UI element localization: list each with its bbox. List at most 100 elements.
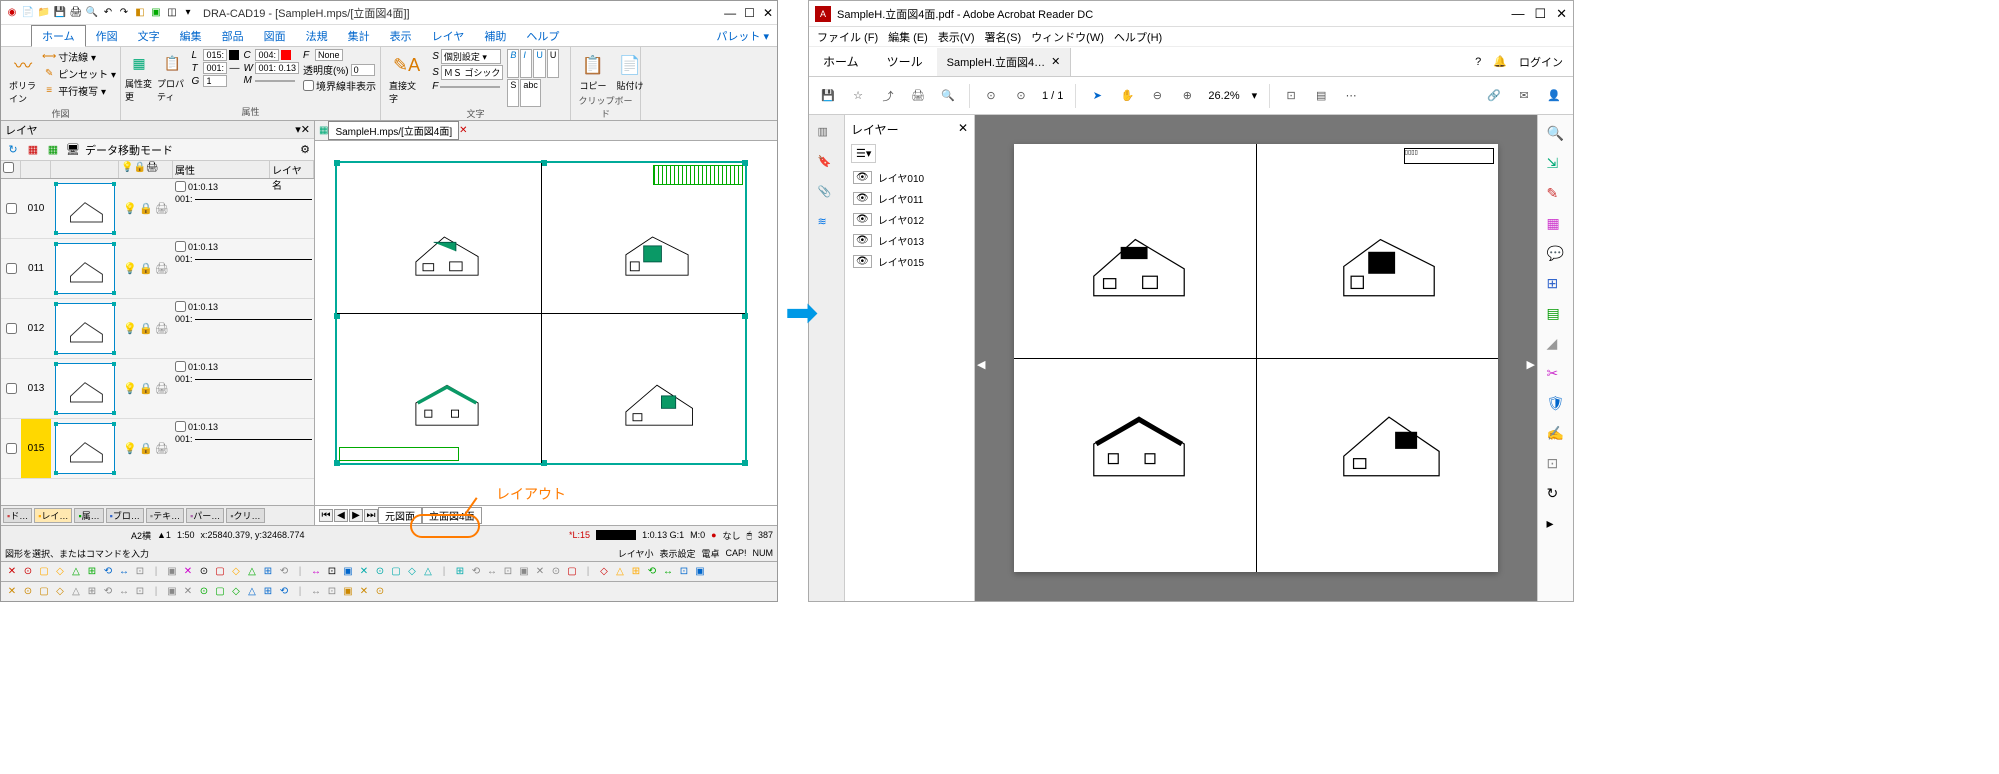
attr-change-button[interactable]: ▦属性変更 [125, 49, 153, 103]
calc[interactable]: 電卓 [701, 547, 719, 560]
toolstrip-button[interactable]: ⟲ [469, 565, 483, 579]
attr-checkbox[interactable] [175, 301, 186, 312]
palette-menu[interactable]: パレット ▾ [708, 26, 777, 46]
qat-icon[interactable]: 🖨 [69, 6, 83, 20]
upload-icon[interactable]: ⤴ [879, 87, 897, 105]
page-indicator[interactable]: 1 / 1 [1042, 90, 1063, 102]
layer-options-button[interactable]: ☰▾ [851, 144, 876, 163]
lock-icon[interactable]: 🔒 [139, 262, 153, 275]
toolstrip-button[interactable]: ⊡ [501, 565, 515, 579]
redact-icon[interactable]: ✂ [1547, 365, 1565, 383]
qat-icon[interactable]: 📁 [37, 6, 51, 20]
layer-checkbox[interactable] [6, 203, 17, 214]
maximize-button[interactable]: ☐ [744, 6, 755, 20]
layer-row[interactable]: 010 💡 🔒 🖨 01:0.13 001: [1, 179, 314, 239]
toolstrip-button[interactable]: ✕ [357, 585, 371, 599]
toolstrip-button[interactable]: ⟲ [277, 565, 291, 579]
settings-icon[interactable]: ⚙ [300, 143, 310, 156]
toolstrip-button[interactable]: ⊡ [677, 565, 691, 579]
visibility-icon[interactable]: 💡 [123, 322, 137, 335]
convert-icon[interactable]: ↻ [1547, 485, 1565, 503]
hand-tool-icon[interactable]: ✋ [1118, 87, 1136, 105]
page-tab[interactable]: 元図面 [378, 507, 422, 524]
toolstrip-button[interactable]: ✕ [5, 565, 19, 579]
qat-icon[interactable]: 📄 [21, 6, 35, 20]
opacity-field[interactable]: 0 [351, 64, 375, 76]
collapse-icon[interactable]: ▸ [1547, 515, 1565, 533]
toolstrip-button[interactable]: ◇ [597, 565, 611, 579]
toolstrip-button[interactable]: ▣ [165, 565, 179, 579]
zoom-in-icon[interactable]: ⊕ [1178, 87, 1196, 105]
search-icon[interactable]: 🔍 [1547, 125, 1565, 143]
fit-icon[interactable]: ⊡ [1282, 87, 1300, 105]
eye-icon[interactable]: 👁 [853, 255, 872, 268]
toolstrip-button[interactable]: ⟲ [101, 565, 115, 579]
layer-row[interactable]: 011 💡 🔒 🖨 01:0.13 001: [1, 239, 314, 299]
attr-checkbox[interactable] [175, 421, 186, 432]
layer-row[interactable]: 015 💡 🔒 🖨 01:0.13 001: [1, 419, 314, 479]
visibility-icon[interactable]: 💡 [123, 442, 137, 455]
mail-icon[interactable]: ✉ [1515, 87, 1533, 105]
toolstrip-button[interactable]: ◇ [53, 585, 67, 599]
toolstrip-button[interactable]: ▢ [37, 585, 51, 599]
help-icon[interactable]: ? [1475, 56, 1481, 68]
more-icon[interactable]: ⋯ [1342, 87, 1360, 105]
layer-checkbox[interactable] [6, 383, 17, 394]
toolstrip-button[interactable]: ⊡ [325, 585, 339, 599]
toolstrip-button[interactable]: ⊞ [629, 565, 643, 579]
attr-checkbox[interactable] [175, 241, 186, 252]
toolstrip-button[interactable]: ⊞ [261, 585, 275, 599]
print-icon[interactable]: 🖨 [155, 442, 169, 455]
toolstrip-button[interactable]: ▣ [341, 585, 355, 599]
print-icon[interactable]: 🖨 [155, 262, 169, 275]
direct-text-button[interactable]: ✎A直接文字 [385, 49, 428, 107]
organize-icon[interactable]: ▤ [1547, 305, 1565, 323]
toolstrip-button[interactable]: △ [69, 565, 83, 579]
toolstrip-button[interactable]: ⊙ [549, 565, 563, 579]
close-tab-icon[interactable]: ✕ [459, 125, 467, 136]
toolstrip-button[interactable]: ✕ [357, 565, 371, 579]
ribbon-tab[interactable]: ヘルプ [516, 26, 569, 46]
qat-icon[interactable]: ↷ [117, 6, 131, 20]
save-icon[interactable]: 💾 [819, 87, 837, 105]
page-down-icon[interactable]: ⊙ [1012, 87, 1030, 105]
width-field[interactable]: 001: 0.13 [255, 62, 299, 74]
menu-item[interactable]: ウィンドウ(W) [1031, 29, 1104, 45]
select-tool-icon[interactable]: ➤ [1088, 87, 1106, 105]
qat-icon[interactable]: ↶ [101, 6, 115, 20]
attachment-icon[interactable]: 📎 [818, 185, 836, 203]
toolstrip-button[interactable]: ◇ [405, 565, 419, 579]
pdf-layer-item[interactable]: 👁レイヤ012 [851, 209, 968, 230]
toolstrip-button[interactable]: ⊞ [261, 565, 275, 579]
property-button[interactable]: 📋プロパティ [157, 49, 187, 105]
qat-icon[interactable]: ▾ [181, 6, 195, 20]
paste-button[interactable]: 📄貼付け [612, 49, 648, 94]
nav-next[interactable]: ▶ [349, 509, 363, 522]
menu-item[interactable]: 編集 (E) [888, 29, 928, 45]
panel-btab[interactable]: ▪ド… [3, 508, 32, 523]
toolstrip-button[interactable]: ✕ [181, 565, 195, 579]
layer-tool-icon[interactable]: 🖥 [65, 142, 81, 158]
qat-icon[interactable]: ◫ [165, 6, 179, 20]
toolstrip-button[interactable]: ▢ [213, 565, 227, 579]
toolstrip-button[interactable]: △ [245, 565, 259, 579]
layer-checkbox[interactable] [6, 263, 17, 274]
toolstrip-button[interactable]: ⊙ [21, 565, 35, 579]
panel-btab[interactable]: ▪テキ… [146, 508, 184, 523]
more-tools-icon[interactable]: ⊡ [1547, 455, 1565, 473]
border-hide-checkbox[interactable] [303, 80, 314, 91]
drawing-canvas[interactable] [315, 141, 777, 505]
toolstrip-button[interactable]: ⊙ [197, 585, 211, 599]
toolstrip-button[interactable]: ◇ [229, 565, 243, 579]
lock-icon[interactable]: 🔒 [139, 202, 153, 215]
toolstrip-button[interactable]: ↔ [661, 565, 675, 579]
close-tab-icon[interactable]: ✕ [1051, 55, 1060, 68]
ribbon-tab[interactable]: レイヤ [422, 26, 475, 46]
nav-first[interactable]: ⏮ [319, 509, 333, 522]
ribbon-tab[interactable]: 編集 [170, 26, 212, 46]
attr-checkbox[interactable] [175, 181, 186, 192]
qat-icon[interactable]: ▣ [149, 6, 163, 20]
toolstrip-button[interactable]: ↔ [309, 565, 323, 579]
pdf-layer-item[interactable]: 👁レイヤ011 [851, 188, 968, 209]
toolstrip-button[interactable]: △ [613, 565, 627, 579]
